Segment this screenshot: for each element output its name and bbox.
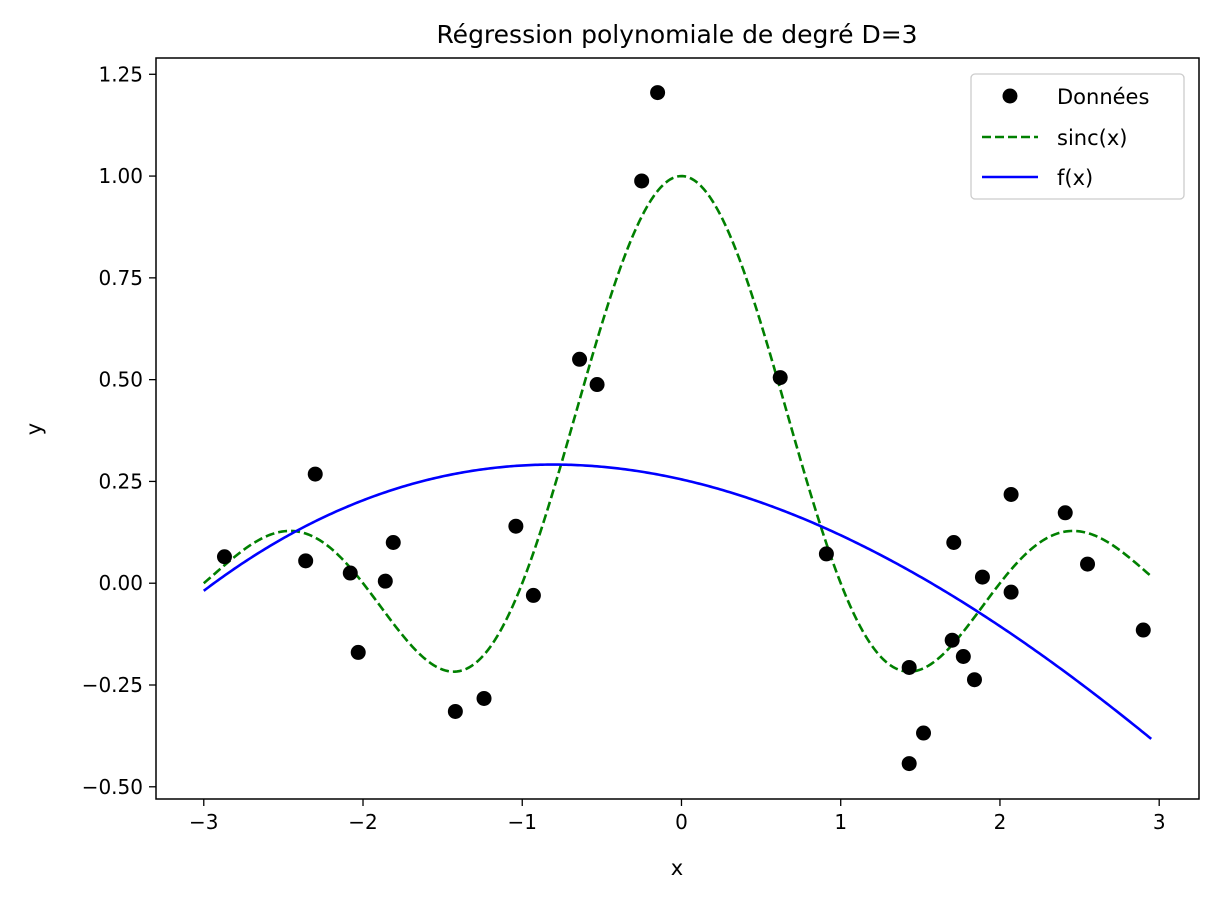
data-point [298, 553, 314, 569]
legend-label: f(x) [1057, 166, 1093, 190]
y-tick-label: −0.50 [82, 775, 143, 799]
data-point [901, 756, 917, 772]
x-tick-label: −2 [348, 810, 377, 834]
axes-frame [155, 57, 1200, 800]
data-point [955, 649, 971, 664]
chart-title: Régression polynomiale de degré D=3 [436, 20, 917, 49]
data-point [572, 351, 588, 367]
data-point [1003, 486, 1019, 502]
y-axis-label: y [22, 423, 46, 435]
data-point [966, 672, 982, 688]
y-tick-label: 0.25 [98, 469, 143, 493]
data-point [1057, 505, 1073, 521]
data-point [1080, 556, 1096, 572]
data-point [307, 466, 323, 482]
y-tick-label: 0.50 [98, 368, 143, 392]
data-point [901, 659, 917, 675]
data-point [772, 370, 788, 386]
legend: Données sinc(x) f(x) [970, 73, 1185, 200]
data-point [385, 535, 401, 550]
data-point [476, 690, 492, 706]
data-point [944, 632, 960, 648]
data-point [1003, 584, 1019, 600]
legend-label: Données [1057, 85, 1149, 109]
axis-ticks: −3 −2 −1 0 1 2 3 −0.50 −0.25 0.00 0.25 0.50 0.75 1.00… [82, 62, 1166, 834]
y-tick-label: 1.00 [98, 164, 143, 188]
x-tick-label: 2 [994, 810, 1007, 834]
data-point [916, 725, 932, 741]
legend-label: sinc(x) [1057, 126, 1127, 150]
data-point [350, 644, 366, 660]
legend-marker-data [1002, 88, 1018, 104]
data-point [634, 173, 650, 189]
data-point [447, 703, 463, 719]
data-point [946, 535, 962, 550]
y-tick-label: 1.25 [98, 62, 143, 86]
data-point [650, 85, 666, 101]
series-line-fit [202, 463, 1153, 740]
data-point [818, 546, 834, 562]
x-tick-label: −3 [189, 810, 218, 834]
data-point [342, 565, 358, 581]
data-point [589, 377, 605, 393]
y-tick-label: 0.00 [98, 571, 143, 595]
x-axis-label: x [671, 856, 683, 880]
data-point [216, 549, 232, 565]
series-line-sinc [202, 174, 1153, 673]
x-tick-label: 0 [675, 810, 688, 834]
y-tick-label: 0.75 [98, 266, 143, 290]
x-tick-label: 1 [834, 810, 847, 834]
legend-frame [970, 73, 1185, 200]
data-point [974, 569, 990, 585]
data-point [377, 573, 393, 589]
data-point [1135, 622, 1151, 638]
data-point [508, 518, 524, 534]
plot-area [202, 85, 1153, 772]
data-point [525, 587, 541, 603]
y-tick-label: −0.25 [82, 673, 143, 697]
x-tick-label: 3 [1153, 810, 1166, 834]
x-tick-label: −1 [508, 810, 537, 834]
